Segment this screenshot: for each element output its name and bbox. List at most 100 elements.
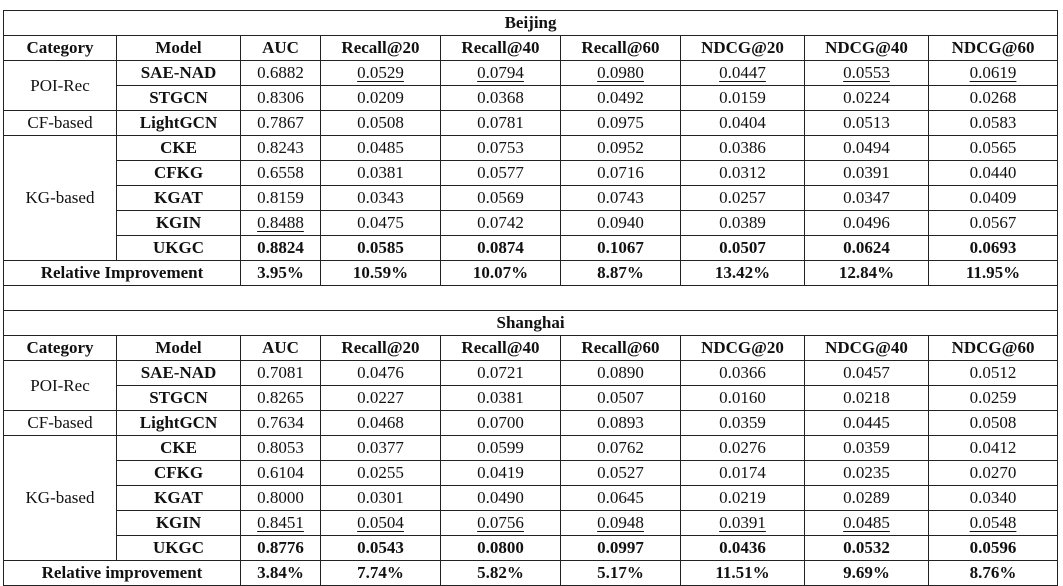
table-row: KG-based CKE 0.8243 0.0485 0.0753 0.0952 0.038… bbox=[3, 135, 1059, 261]
metric-value: 0.0940 bbox=[560, 210, 681, 236]
improvement-value: 5.82% bbox=[440, 560, 561, 586]
metric-value-text: 0.0436 bbox=[719, 538, 766, 557]
metric-value-text: 0.0389 bbox=[719, 213, 766, 232]
column-header: NDCG@60 bbox=[927, 35, 1059, 61]
metric-value-text: 0.0548 bbox=[969, 513, 1017, 532]
table-row: POI-Rec SAE-NAD 0.6882 0.0529 0.0794 0.0980 0.… bbox=[3, 60, 1059, 111]
metric-value: 0.0259 bbox=[927, 385, 1059, 411]
metric-value-text: 0.0507 bbox=[597, 388, 644, 407]
metric-value: 0.8000 bbox=[240, 485, 321, 511]
metric-value-text: 0.0781 bbox=[477, 113, 524, 132]
metric-value: 0.0762 bbox=[560, 435, 681, 461]
column-header: Recall@60 bbox=[560, 35, 681, 61]
metric-value-text: 0.0800 bbox=[477, 538, 524, 557]
category-cell: CF-based bbox=[3, 110, 117, 136]
metric-value: 0.0276 bbox=[680, 435, 805, 461]
metric-value: 0.0645 bbox=[560, 485, 681, 511]
column-header: Recall@40 bbox=[440, 35, 561, 61]
metric-value: 0.0340 bbox=[927, 485, 1059, 511]
metric-value: 0.6558 bbox=[240, 160, 321, 186]
metric-value: 0.0270 bbox=[927, 460, 1059, 486]
metric-value: 0.0343 bbox=[320, 185, 441, 211]
metric-value: 0.0548 bbox=[927, 510, 1059, 536]
metric-value: 0.0753 bbox=[440, 135, 561, 161]
improvement-value: 11.95% bbox=[927, 260, 1059, 286]
metric-value-text: 0.0366 bbox=[719, 363, 766, 382]
metric-value-text: 0.0508 bbox=[969, 413, 1017, 432]
metric-value-text: 0.0496 bbox=[843, 213, 890, 232]
results-table: Beijing Category Model AUC Recall@20 Recall@4… bbox=[2, 10, 1059, 586]
metric-value: 0.8451 bbox=[240, 510, 321, 536]
metric-value: 0.0391 bbox=[680, 510, 805, 536]
column-header-row: Category Model AUC Recall@20 Recall@40 Recall… bbox=[3, 35, 1059, 61]
metric-value: 0.1067 bbox=[560, 235, 681, 261]
metric-value: 0.0359 bbox=[680, 410, 805, 436]
metric-value: 0.0700 bbox=[440, 410, 561, 436]
column-header: Recall@20 bbox=[320, 335, 441, 361]
metric-value: 0.0218 bbox=[804, 385, 929, 411]
metric-value-text: 0.0721 bbox=[477, 363, 524, 382]
metric-value-text: 0.0224 bbox=[843, 88, 890, 107]
metric-value-text: 0.0368 bbox=[477, 88, 524, 107]
metric-value-text: 0.0409 bbox=[969, 188, 1017, 207]
metric-value-text: 0.0386 bbox=[719, 138, 766, 157]
metric-value: 0.6104 bbox=[240, 460, 321, 486]
metric-value: 0.0494 bbox=[804, 135, 929, 161]
column-header: NDCG@20 bbox=[680, 35, 805, 61]
metric-value-text: 0.0599 bbox=[477, 438, 524, 457]
metric-value: 0.8243 bbox=[240, 135, 321, 161]
metric-value: 0.0440 bbox=[927, 160, 1059, 186]
metric-value: 0.0742 bbox=[440, 210, 561, 236]
table-row: POI-Rec SAE-NAD 0.7081 0.0476 0.0721 0.0890 0.… bbox=[3, 360, 1059, 411]
metric-value-text: 0.0492 bbox=[597, 88, 644, 107]
metric-value-text: 0.0997 bbox=[597, 538, 644, 557]
metric-value-text: 0.7867 bbox=[257, 113, 304, 132]
column-header: Model bbox=[116, 35, 241, 61]
model-name: KGIN bbox=[116, 210, 241, 236]
category-cell: POI-Rec bbox=[3, 60, 117, 111]
metric-value: 0.0507 bbox=[680, 235, 805, 261]
metric-value-text: 0.6558 bbox=[257, 163, 304, 182]
column-header: NDCG@60 bbox=[927, 335, 1059, 361]
improvement-row: Relative Improvement 3.95% 10.59% 10.07% 8.8… bbox=[3, 260, 1059, 286]
column-header: AUC bbox=[240, 35, 321, 61]
metric-value: 0.0890 bbox=[560, 360, 681, 386]
improvement-value: 10.07% bbox=[440, 260, 561, 286]
city-header-row: Beijing bbox=[2, 10, 1059, 36]
column-header: Recall@60 bbox=[560, 335, 681, 361]
metric-value: 0.0553 bbox=[804, 60, 929, 86]
metric-value: 0.0409 bbox=[927, 185, 1059, 211]
metric-value-text: 0.0377 bbox=[357, 438, 404, 457]
metric-value-text: 0.0235 bbox=[843, 463, 890, 482]
metric-value: 0.0268 bbox=[927, 85, 1059, 111]
metric-value-text: 0.0508 bbox=[357, 113, 404, 132]
metric-value-text: 0.0743 bbox=[597, 188, 644, 207]
model-name: KGAT bbox=[116, 485, 241, 511]
metric-value-text: 0.0276 bbox=[719, 438, 766, 457]
metric-value: 0.0997 bbox=[560, 535, 681, 561]
metric-value: 0.0512 bbox=[927, 360, 1059, 386]
improvement-value: 8.87% bbox=[560, 260, 681, 286]
metric-value-text: 0.0343 bbox=[357, 188, 404, 207]
metric-value-text: 0.0700 bbox=[477, 413, 524, 432]
metric-value: 0.0377 bbox=[320, 435, 441, 461]
metric-value: 0.0447 bbox=[680, 60, 805, 86]
metric-value-text: 0.0440 bbox=[969, 163, 1017, 182]
metric-value: 0.0404 bbox=[680, 110, 805, 136]
metric-value: 0.0800 bbox=[440, 535, 561, 561]
metric-value-text: 0.0512 bbox=[969, 363, 1017, 382]
city-title: Beijing bbox=[2, 10, 1059, 36]
metric-value-text: 0.8488 bbox=[257, 213, 304, 232]
metric-value: 0.0743 bbox=[560, 185, 681, 211]
metric-value: 0.0874 bbox=[440, 235, 561, 261]
metric-value-text: 0.0565 bbox=[969, 138, 1017, 157]
metric-value: 0.0485 bbox=[320, 135, 441, 161]
column-header: NDCG@40 bbox=[804, 335, 929, 361]
metric-value-text: 0.0485 bbox=[843, 513, 890, 532]
metric-value: 0.0948 bbox=[560, 510, 681, 536]
metric-value: 0.0756 bbox=[440, 510, 561, 536]
metric-value-text: 0.0255 bbox=[357, 463, 404, 482]
metric-value-text: 0.8306 bbox=[257, 88, 304, 107]
metric-value-text: 0.1067 bbox=[597, 238, 644, 257]
metric-value-text: 0.8824 bbox=[257, 238, 304, 257]
